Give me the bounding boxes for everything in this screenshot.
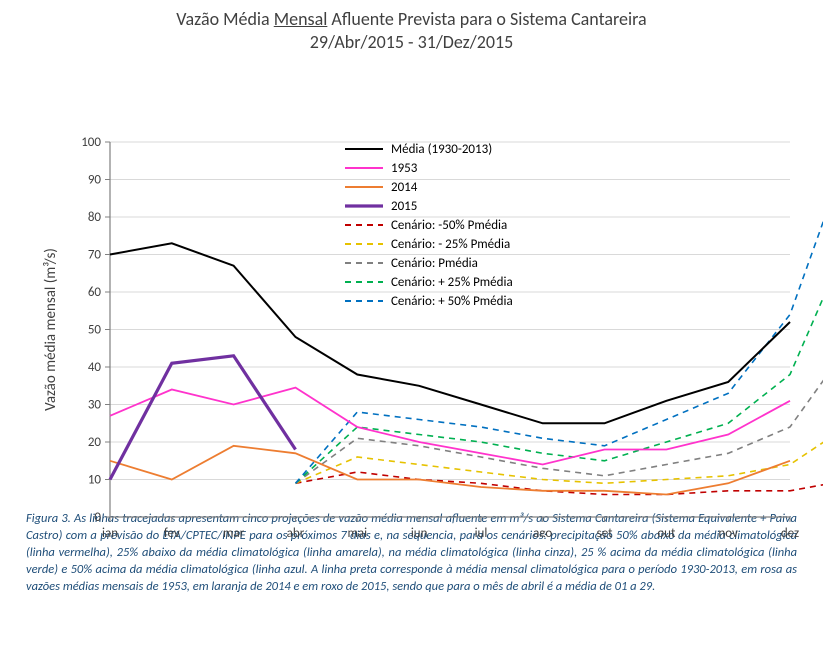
title-line2: 29/Abr/2015 - 31/Dez/2015 [310, 31, 513, 53]
y-axis-label: Vazão média mensal (m³/s) [42, 248, 60, 411]
y-tick-label: 90 [88, 173, 102, 188]
legend-label: Cenário: + 50% Pmédia [391, 294, 513, 309]
x-tick-label: dez [781, 526, 799, 537]
x-tick-label: ago [533, 526, 552, 537]
series-cen_p25 [296, 232, 823, 483]
y-tick-label: 20 [88, 435, 102, 450]
x-tick-label: fev [164, 526, 180, 537]
x-tick-label: nov [718, 526, 738, 537]
series-y1953 [110, 388, 790, 465]
legend-label: 1953 [391, 161, 418, 176]
chart-title: Vazão Média Mensal Afluente Prevista par… [0, 0, 823, 53]
legend-label: Média (1930-2013) [391, 142, 492, 157]
x-tick-label: abr [287, 526, 305, 537]
legend-label: Cenário: -50% Pmédia [391, 218, 507, 233]
title-line1-a: Vazão Média [176, 8, 273, 30]
title-line1-underline: Mensal [274, 8, 328, 30]
y-tick-label: 70 [88, 248, 102, 263]
series-y2015 [110, 356, 296, 480]
series-y2014 [110, 446, 790, 495]
x-tick-label: jan [101, 526, 118, 537]
legend-label: Cenário: + 25% Pmédia [391, 275, 513, 290]
legend-label: 2014 [391, 180, 418, 195]
chart-area: 0102030405060708090100janfevmarabrmaijun… [0, 57, 823, 507]
legend-label: Cenário: - 25% Pmédia [391, 237, 510, 252]
x-tick-label: jun [410, 526, 428, 537]
y-tick-label: 0 [94, 510, 101, 525]
y-tick-label: 100 [81, 135, 101, 150]
y-tick-label: 10 [88, 473, 102, 488]
legend-label: 2015 [391, 199, 417, 214]
series-cen_0 [296, 341, 823, 484]
y-tick-label: 80 [88, 210, 102, 225]
y-tick-label: 30 [88, 398, 102, 413]
y-tick-label: 60 [88, 285, 102, 300]
x-tick-label: set [597, 526, 613, 537]
x-tick-label: mai [347, 526, 367, 537]
x-tick-label: out [657, 526, 676, 537]
y-tick-label: 40 [88, 360, 102, 375]
figure-container: Vazão Média Mensal Afluente Prevista par… [0, 0, 823, 648]
chart-svg: 0 10 20 30 40 50 60 70 80 90 100 jan fev mar abr mai jun… [0, 57, 823, 537]
title-line1-b: Afluente Prevista para o Sistema Cantare… [327, 8, 646, 30]
legend-label: Cenário: Pmédia [391, 256, 478, 271]
x-tick-label: mar [223, 526, 245, 537]
y-tick-label: 50 [88, 323, 102, 338]
x-tick-label: jul [473, 526, 487, 537]
